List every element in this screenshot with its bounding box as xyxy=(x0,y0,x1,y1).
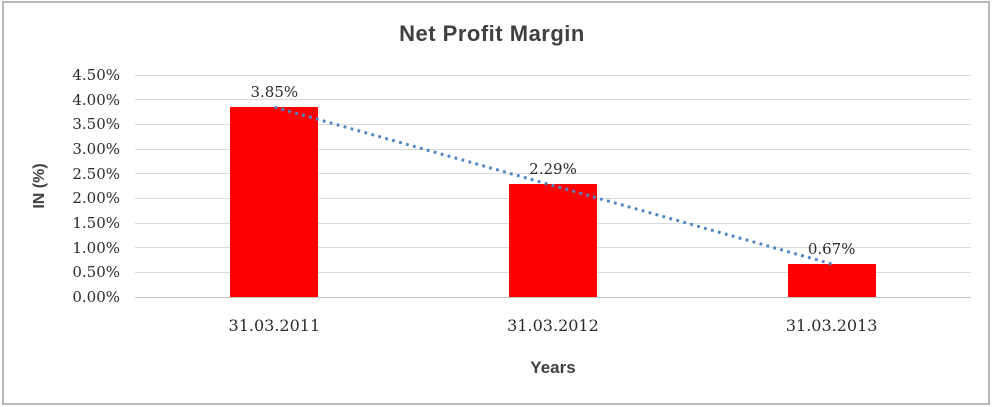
y-axis-tick-label: 4.50% xyxy=(72,66,120,84)
y-axis-tick-label: 3.50% xyxy=(72,115,120,134)
trendline xyxy=(273,105,833,266)
y-gridline xyxy=(135,148,971,150)
bar-value-label: 3.85% xyxy=(250,83,299,102)
bar xyxy=(230,107,319,297)
y-gridline xyxy=(135,173,971,175)
x-axis-title: Years xyxy=(530,358,576,377)
y-axis-tick-label: 0.50% xyxy=(72,263,120,282)
y-axis-tick-label: 3.00% xyxy=(72,140,120,158)
y-axis-tick-label: 4.00% xyxy=(72,90,120,109)
bar xyxy=(509,184,597,297)
y-gridline xyxy=(135,123,971,125)
bar xyxy=(787,263,876,297)
y-axis-tick-label: 1.00% xyxy=(72,238,120,257)
bar-value-label: 2.29% xyxy=(529,160,577,179)
y-axis-tick-label: 1.50% xyxy=(72,214,120,232)
y-gridline xyxy=(135,296,971,298)
y-gridline xyxy=(135,74,971,76)
chart-title: Net Profit Margin xyxy=(399,21,585,46)
y-axis-tick-label: 2.50% xyxy=(72,164,120,183)
x-category-label: 31.03.2011 xyxy=(228,316,321,335)
y-axis-tick-label: 0.00% xyxy=(72,288,120,306)
y-axis-tick-label: 2.00% xyxy=(72,189,120,208)
x-category-label: 31.03.2012 xyxy=(507,316,599,335)
y-gridline xyxy=(135,99,971,101)
x-category-label: 31.03.2013 xyxy=(785,316,878,335)
bar-value-label: 0.67% xyxy=(807,239,856,258)
